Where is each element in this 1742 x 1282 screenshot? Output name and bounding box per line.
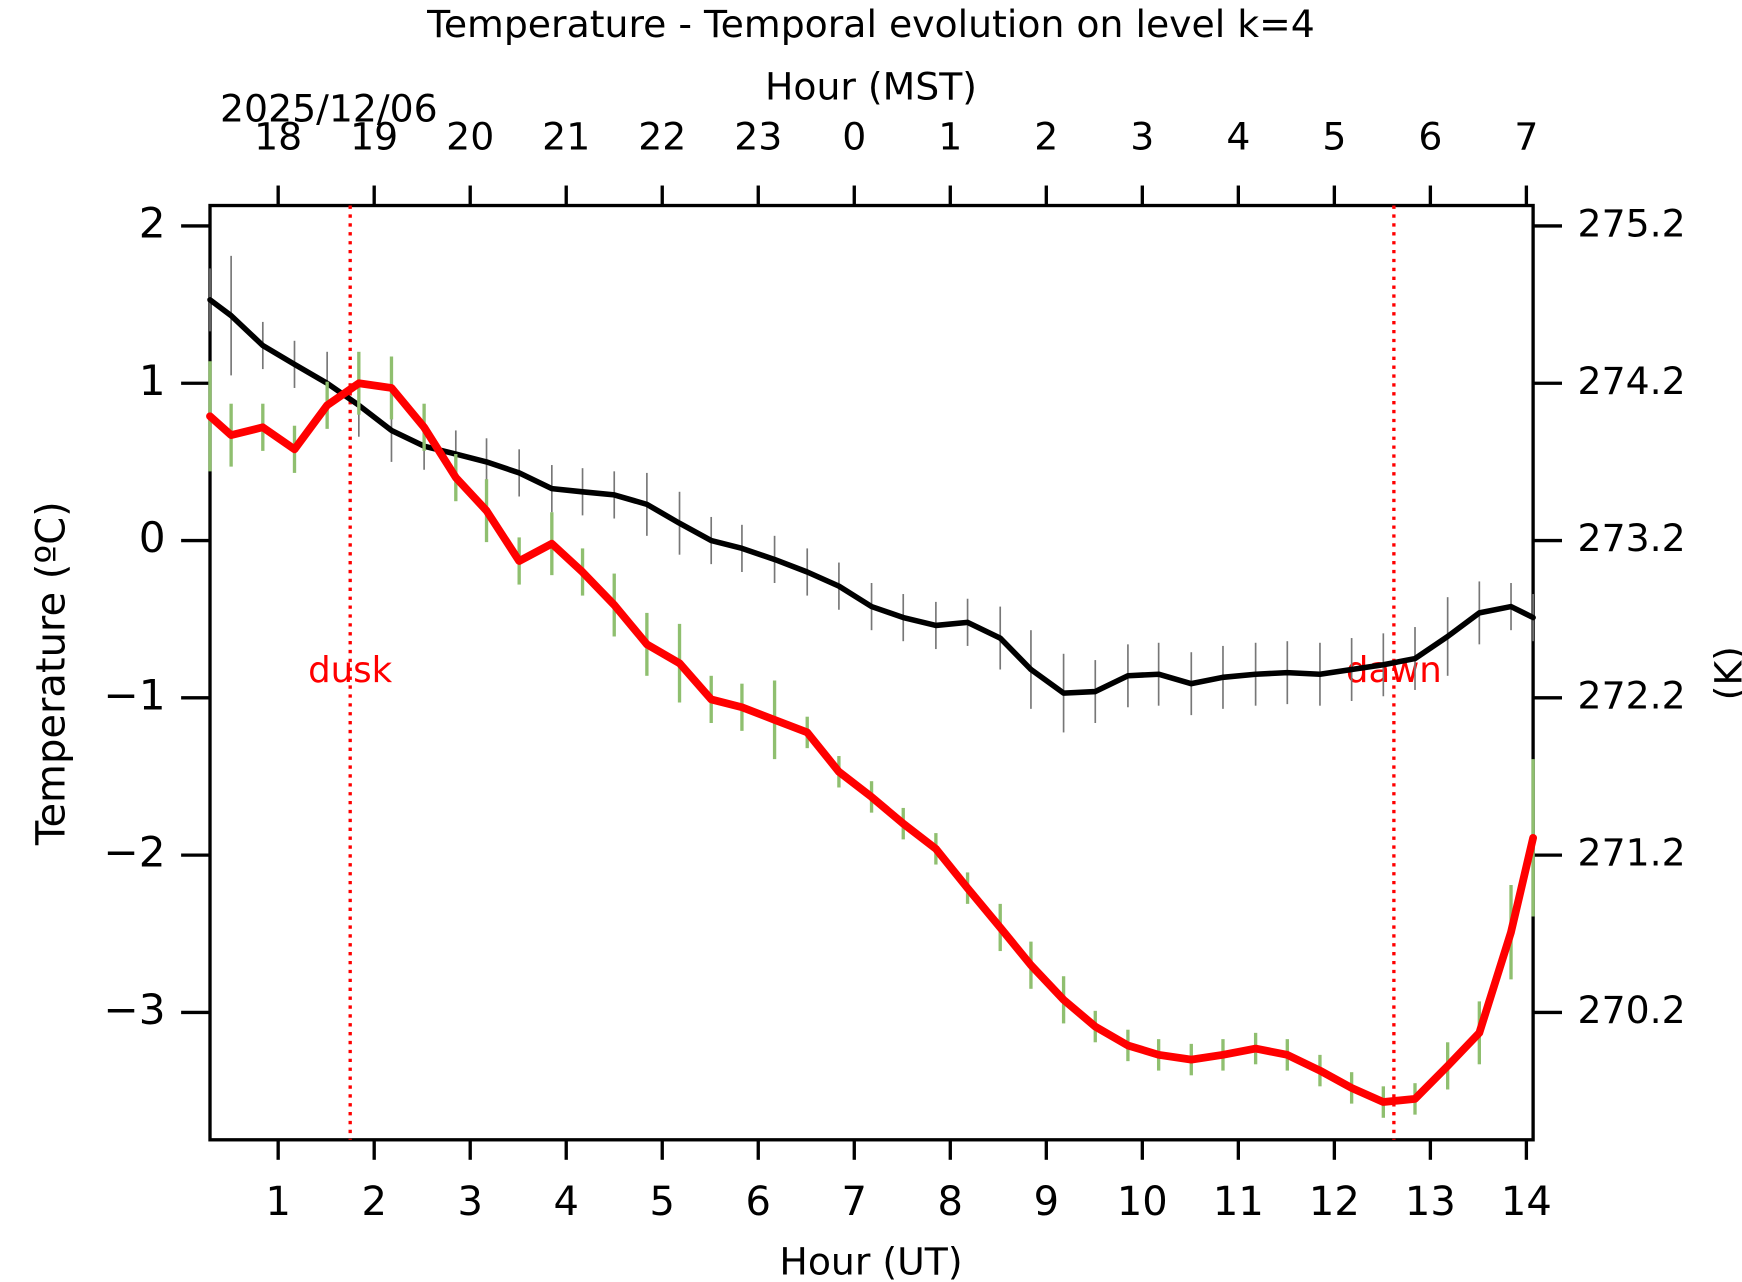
x-tick-label: 6 — [746, 1179, 771, 1225]
x-tick-label: 14 — [1501, 1179, 1552, 1225]
series-line — [207, 297, 1536, 696]
y2-title: (K) — [1706, 646, 1742, 700]
y2-tick-label: 271.2 — [1578, 831, 1686, 875]
x2-tick-label: 1 — [938, 114, 962, 158]
x-tick-label: 10 — [1117, 1179, 1168, 1225]
x2-tick-label: 5 — [1322, 114, 1346, 158]
y2-tick-label: 274.2 — [1578, 359, 1686, 403]
x2-tick-label: 18 — [254, 114, 302, 158]
y-tick-label: −3 — [103, 985, 165, 1034]
x2-tick-label: 21 — [542, 114, 590, 158]
plot-frame — [208, 203, 1535, 1142]
chart-title: Temperature - Temporal evolution on leve… — [426, 2, 1315, 46]
x-tick-label: 4 — [553, 1179, 578, 1225]
x-tick-label: 7 — [842, 1179, 867, 1225]
x-tick-label: 13 — [1405, 1179, 1456, 1225]
y-tick-label: −2 — [103, 828, 165, 877]
x-title: Hour (UT) — [779, 1240, 962, 1282]
x2-tick-label: 0 — [842, 114, 866, 158]
x2-tick-label: 23 — [734, 114, 782, 158]
x-tick-label: 1 — [265, 1179, 290, 1225]
x2-tick-label: 19 — [350, 114, 398, 158]
y-title: Temperature (ºC) — [28, 501, 74, 846]
y-tick-label: 2 — [139, 198, 166, 247]
x-tick-label: 2 — [361, 1179, 386, 1225]
x-tick-label: 3 — [457, 1179, 482, 1225]
x-tick-label: 5 — [650, 1179, 675, 1225]
x2-tick-label: 20 — [446, 114, 494, 158]
x-tick-label: 9 — [1034, 1179, 1059, 1225]
y-tick-label: 0 — [139, 513, 166, 562]
y-tick-label: 1 — [139, 356, 166, 405]
x-tick-label: 12 — [1309, 1179, 1360, 1225]
series-line — [206, 379, 1537, 1106]
y-tick-label: −1 — [103, 670, 165, 719]
y2-tick-label: 273.2 — [1578, 516, 1686, 560]
x2-tick-label: 4 — [1226, 114, 1250, 158]
event-label: dusk — [308, 650, 393, 691]
x-tick-label: 11 — [1213, 1179, 1264, 1225]
x2-tick-label: 3 — [1130, 114, 1154, 158]
y2-tick-label: 275.2 — [1578, 201, 1686, 245]
x2-date: 2025/12/06 — [220, 87, 438, 131]
x2-tick-label: 7 — [1514, 114, 1538, 158]
x2-title: Hour (MST) — [765, 64, 977, 108]
y2-tick-label: 272.2 — [1578, 673, 1686, 717]
x-tick-label: 8 — [938, 1179, 963, 1225]
x2-tick-label: 22 — [638, 114, 686, 158]
x2-tick-label: 2 — [1034, 114, 1058, 158]
y2-tick-label: 270.2 — [1578, 988, 1686, 1032]
x2-tick-label: 6 — [1418, 114, 1442, 158]
